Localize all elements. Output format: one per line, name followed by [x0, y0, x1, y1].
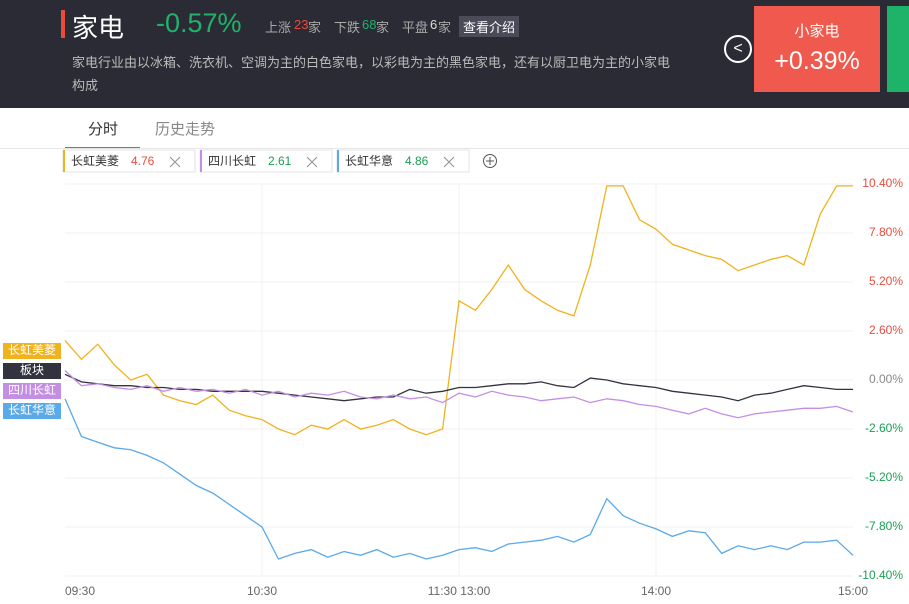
y-tick-label: -7.80%	[865, 519, 903, 533]
y-tick-label: 7.80%	[869, 225, 903, 239]
down-count: 68	[362, 17, 377, 32]
legend-close[interactable]	[443, 156, 455, 168]
legend-name: 长虹华意	[345, 153, 393, 168]
flat-count: 6	[430, 17, 438, 32]
unit: 家	[376, 20, 390, 35]
legend-quote: 4.76	[131, 154, 155, 168]
x-tick-label: 10:30	[247, 584, 277, 598]
x-tick-label: 14:00	[641, 584, 671, 598]
up-label: 上涨	[265, 20, 292, 35]
series-tag	[3, 363, 61, 379]
x-tick-label: 11:30 13:00	[428, 584, 491, 598]
series-tag	[3, 343, 61, 359]
next-card[interactable]: 小家电 +0.39%	[754, 6, 880, 92]
header: 家电 -0.57% 上涨 23 家 下跌 68 家 平盘 6 家 查看介绍 家电…	[0, 0, 909, 108]
series-tag	[3, 403, 61, 419]
legend-swatch	[200, 150, 202, 172]
legend-swatch	[337, 150, 339, 172]
down-label: 下跌	[334, 20, 361, 35]
y-tick-label: 0.00%	[869, 372, 903, 386]
series-line	[64, 370, 854, 419]
legend-name: 四川长虹	[208, 154, 256, 168]
add-series-plus	[486, 157, 494, 165]
change: -0.57%	[156, 8, 242, 38]
title-bar	[61, 10, 65, 38]
legend-close[interactable]	[306, 156, 318, 168]
y-tick-label: -5.20%	[865, 470, 903, 484]
legend-swatch	[63, 150, 65, 172]
series-line	[64, 373, 853, 402]
unit: 家	[438, 20, 452, 35]
legend-close[interactable]	[169, 156, 181, 168]
y-tick-label: 10.40%	[862, 176, 903, 190]
x-tick-label: 09:30	[65, 584, 95, 598]
series-tag-label: 四川长虹	[8, 383, 56, 397]
series-line	[64, 398, 854, 560]
add-series[interactable]	[483, 154, 497, 168]
card-title: 小家电	[794, 23, 840, 40]
description: 家电行业由以冰箱、洗衣机、空调为主的白色家电，以彩电为主的黑色家电，还有以厨卫电…	[72, 55, 671, 93]
series-line	[64, 185, 853, 436]
tab[interactable]: 分时	[88, 121, 118, 138]
card-change: +0.39%	[774, 47, 860, 75]
series-tag	[3, 383, 61, 399]
x-tick-label: 15:00	[838, 584, 868, 598]
prev-button[interactable]: <	[724, 35, 752, 63]
tab[interactable]: 历史走势	[155, 121, 215, 138]
intro-button[interactable]: 查看介绍	[459, 16, 520, 37]
title: 家电	[72, 13, 125, 43]
up-count: 23	[294, 17, 309, 32]
series-tag-label: 长虹美菱	[8, 343, 56, 357]
y-tick-label: 2.60%	[869, 323, 903, 337]
flat-label: 平盘	[402, 20, 429, 35]
next-card-edge	[887, 6, 909, 92]
legend-quote: 2.61	[268, 154, 292, 168]
series-tag-label: 板块	[20, 363, 44, 377]
series-tag-label: 长虹华意	[8, 402, 56, 417]
legend-quote: 4.86	[405, 154, 429, 168]
y-tick-label: -10.40%	[858, 568, 903, 582]
y-tick-label: 5.20%	[869, 274, 903, 288]
unit: 家	[308, 20, 322, 35]
legend-name: 长虹美菱	[71, 154, 119, 168]
y-tick-label: -2.60%	[865, 421, 903, 435]
